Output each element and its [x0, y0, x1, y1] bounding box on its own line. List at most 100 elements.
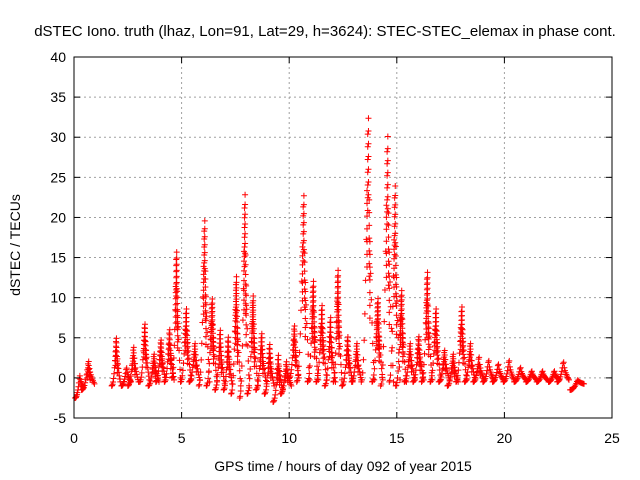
data-point: [385, 222, 392, 229]
data-point: [292, 352, 299, 359]
data-point: [230, 372, 237, 379]
data-point: [291, 323, 298, 330]
data-point: [222, 373, 229, 380]
data-point: [312, 346, 319, 353]
data-point: [361, 337, 368, 344]
data-point: [467, 340, 474, 347]
data-point: [423, 291, 430, 298]
data-point: [407, 346, 414, 353]
data-point: [403, 372, 410, 379]
data-point: [421, 350, 428, 357]
data-point: [353, 348, 360, 355]
data-point: [322, 360, 329, 367]
data-point: [173, 279, 180, 286]
x-tick-label: 25: [604, 430, 620, 446]
data-point: [391, 236, 398, 243]
data-point: [234, 341, 241, 348]
data-point: [294, 377, 301, 384]
data-point: [433, 349, 440, 356]
data-point: [127, 373, 134, 380]
data-point: [301, 259, 308, 266]
data-point: [365, 191, 372, 198]
data-point: [407, 340, 414, 347]
data-point: [270, 377, 277, 384]
data-point: [485, 357, 492, 364]
data-point: [199, 319, 206, 326]
data-point: [324, 365, 331, 372]
data-point: [528, 368, 535, 375]
data-point: [163, 370, 170, 377]
data-point: [462, 378, 469, 385]
data-point: [506, 363, 513, 370]
data-point: [386, 249, 393, 256]
data-point: [548, 376, 555, 383]
data-point: [203, 382, 210, 389]
data-point: [148, 374, 155, 381]
data-point: [172, 301, 179, 308]
data-point: [336, 319, 343, 326]
data-point: [233, 301, 240, 308]
data-point: [301, 268, 308, 275]
data-point: [268, 370, 275, 377]
data-point: [315, 366, 322, 373]
data-point: [201, 217, 208, 224]
data-point: [419, 375, 426, 382]
data-point: [501, 378, 508, 385]
data-point: [392, 262, 399, 269]
data-point: [173, 293, 180, 300]
data-point: [384, 145, 391, 152]
data-point: [365, 115, 372, 122]
data-point: [191, 343, 198, 350]
data-point: [385, 246, 392, 253]
data-point: [186, 378, 193, 385]
data-point: [242, 251, 249, 258]
data-point: [255, 378, 262, 385]
data-point: [436, 361, 443, 368]
data-points: [72, 115, 588, 405]
data-point: [518, 370, 525, 377]
data-point: [366, 289, 373, 296]
data-point: [154, 372, 161, 379]
data-point: [370, 376, 377, 383]
data-point: [364, 200, 371, 207]
data-point: [204, 329, 211, 336]
data-point: [242, 221, 249, 228]
data-point: [471, 378, 478, 385]
data-point: [365, 178, 372, 185]
data-point: [300, 201, 307, 208]
data-point: [473, 372, 480, 379]
data-point: [297, 330, 304, 337]
data-point: [366, 276, 373, 283]
data-point: [233, 290, 240, 297]
data-point: [234, 325, 241, 332]
data-point: [233, 273, 240, 280]
data-point: [476, 354, 483, 361]
data-point: [202, 317, 209, 324]
data-point: [300, 210, 307, 217]
data-point: [319, 347, 326, 354]
data-point: [354, 351, 361, 358]
data-point: [393, 382, 400, 389]
data-point: [525, 376, 532, 383]
data-point: [133, 368, 140, 375]
data-point: [174, 288, 181, 295]
data-point: [295, 363, 302, 370]
data-point: [141, 341, 148, 348]
data-point: [364, 156, 371, 163]
data-point: [132, 364, 139, 371]
data-point: [286, 374, 293, 381]
data-point: [201, 249, 208, 256]
data-point: [392, 382, 399, 389]
data-point: [419, 378, 426, 385]
data-point: [246, 375, 253, 382]
data-point: [425, 308, 432, 315]
data-point: [468, 357, 475, 364]
data-point: [403, 375, 410, 382]
data-point: [202, 333, 209, 340]
data-point: [581, 380, 588, 387]
data-point: [337, 352, 344, 359]
data-point: [313, 378, 320, 385]
data-point: [386, 378, 393, 385]
